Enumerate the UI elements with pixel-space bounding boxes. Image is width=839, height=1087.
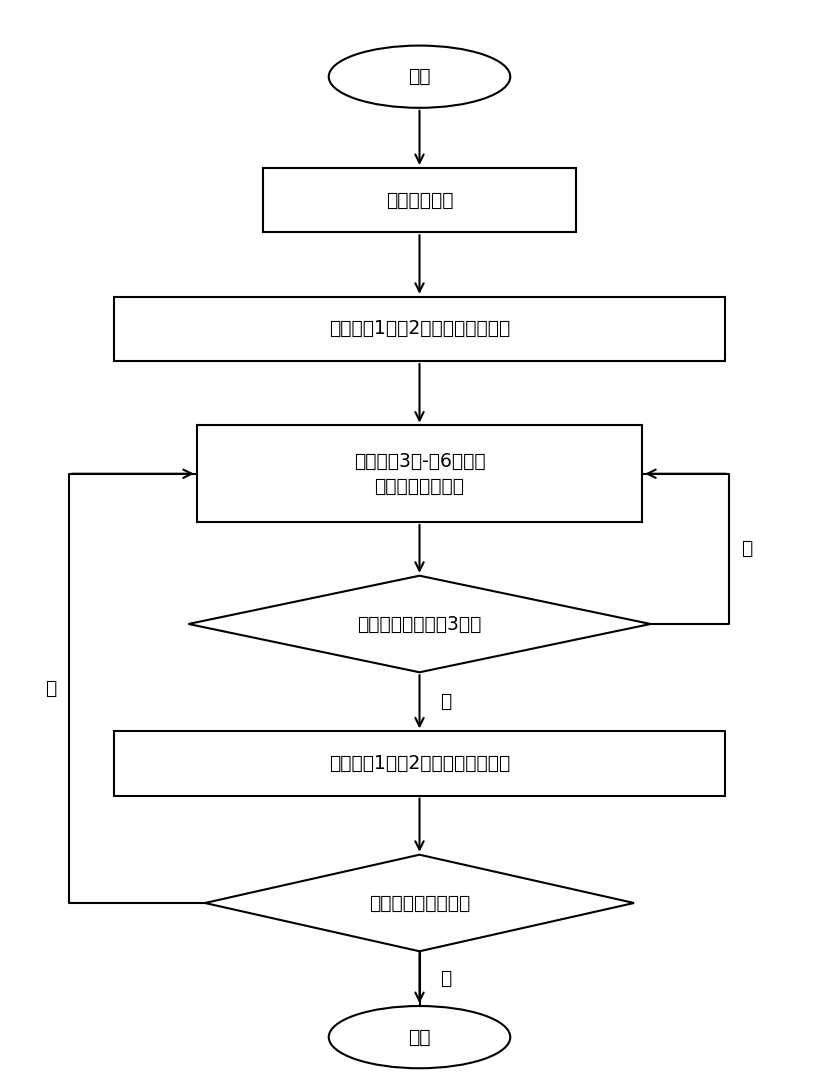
Text: 是: 是: [440, 970, 451, 988]
Ellipse shape: [329, 46, 510, 108]
Text: 根据式（1）（2）计算适应度函数: 根据式（1）（2）计算适应度函数: [329, 754, 510, 773]
Ellipse shape: [329, 1005, 510, 1069]
FancyBboxPatch shape: [196, 425, 643, 522]
Text: 否: 否: [742, 539, 753, 559]
FancyBboxPatch shape: [263, 167, 576, 233]
Polygon shape: [205, 854, 634, 951]
Text: 满足迭代终止条件？: 满足迭代终止条件？: [369, 894, 470, 912]
FancyBboxPatch shape: [114, 297, 725, 361]
Text: 初始化粒子群: 初始化粒子群: [386, 190, 453, 210]
Polygon shape: [189, 576, 650, 672]
Text: 结束: 结束: [409, 1027, 430, 1047]
Text: 否: 否: [45, 679, 56, 698]
Text: 根据式（1）（2）计算适应度函数: 根据式（1）（2）计算适应度函数: [329, 320, 510, 338]
Text: 是: 是: [440, 692, 451, 711]
Text: 根据式（3）-（6），更
新粒子速度、位置: 根据式（3）-（6），更 新粒子速度、位置: [354, 452, 485, 496]
FancyBboxPatch shape: [114, 732, 725, 796]
Text: 满足约束条件式（3）？: 满足约束条件式（3）？: [357, 614, 482, 634]
Text: 开始: 开始: [409, 67, 430, 86]
